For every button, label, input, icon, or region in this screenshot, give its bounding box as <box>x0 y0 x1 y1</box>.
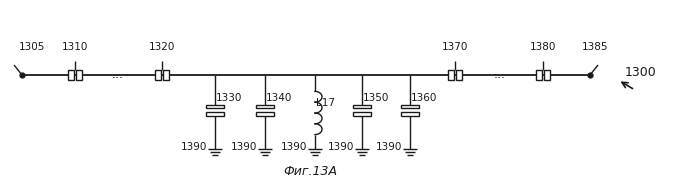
Bar <box>68 70 74 80</box>
Bar <box>456 70 462 80</box>
Text: 1360: 1360 <box>411 93 438 103</box>
Text: ...: ... <box>494 69 506 82</box>
Text: 1390: 1390 <box>181 142 207 152</box>
Bar <box>76 70 82 80</box>
Bar <box>544 70 550 80</box>
Text: 1390: 1390 <box>328 142 354 152</box>
Text: 1330: 1330 <box>216 93 243 103</box>
Text: ...: ... <box>112 69 124 82</box>
Text: L17: L17 <box>316 98 335 108</box>
Text: 1370: 1370 <box>442 42 468 52</box>
Bar <box>163 70 169 80</box>
Text: 1385: 1385 <box>582 42 608 52</box>
Text: 1380: 1380 <box>530 42 556 52</box>
Text: 1390: 1390 <box>376 142 402 152</box>
Text: 1310: 1310 <box>62 42 89 52</box>
Bar <box>536 70 542 80</box>
Text: 1350: 1350 <box>363 93 390 103</box>
Bar <box>353 105 371 108</box>
Text: 1305: 1305 <box>19 42 45 52</box>
Bar <box>401 105 419 108</box>
Bar <box>155 70 161 80</box>
Bar <box>206 112 224 116</box>
Bar <box>401 112 419 116</box>
Text: 1300: 1300 <box>625 66 657 78</box>
Text: 1390: 1390 <box>231 142 257 152</box>
Bar <box>353 112 371 116</box>
Text: 1340: 1340 <box>266 93 292 103</box>
Text: 1320: 1320 <box>149 42 175 52</box>
Bar <box>256 105 274 108</box>
Bar <box>206 105 224 108</box>
Text: Фиг.13А: Фиг.13А <box>283 165 337 178</box>
Text: 1390: 1390 <box>281 142 307 152</box>
Bar <box>256 112 274 116</box>
Bar <box>448 70 454 80</box>
